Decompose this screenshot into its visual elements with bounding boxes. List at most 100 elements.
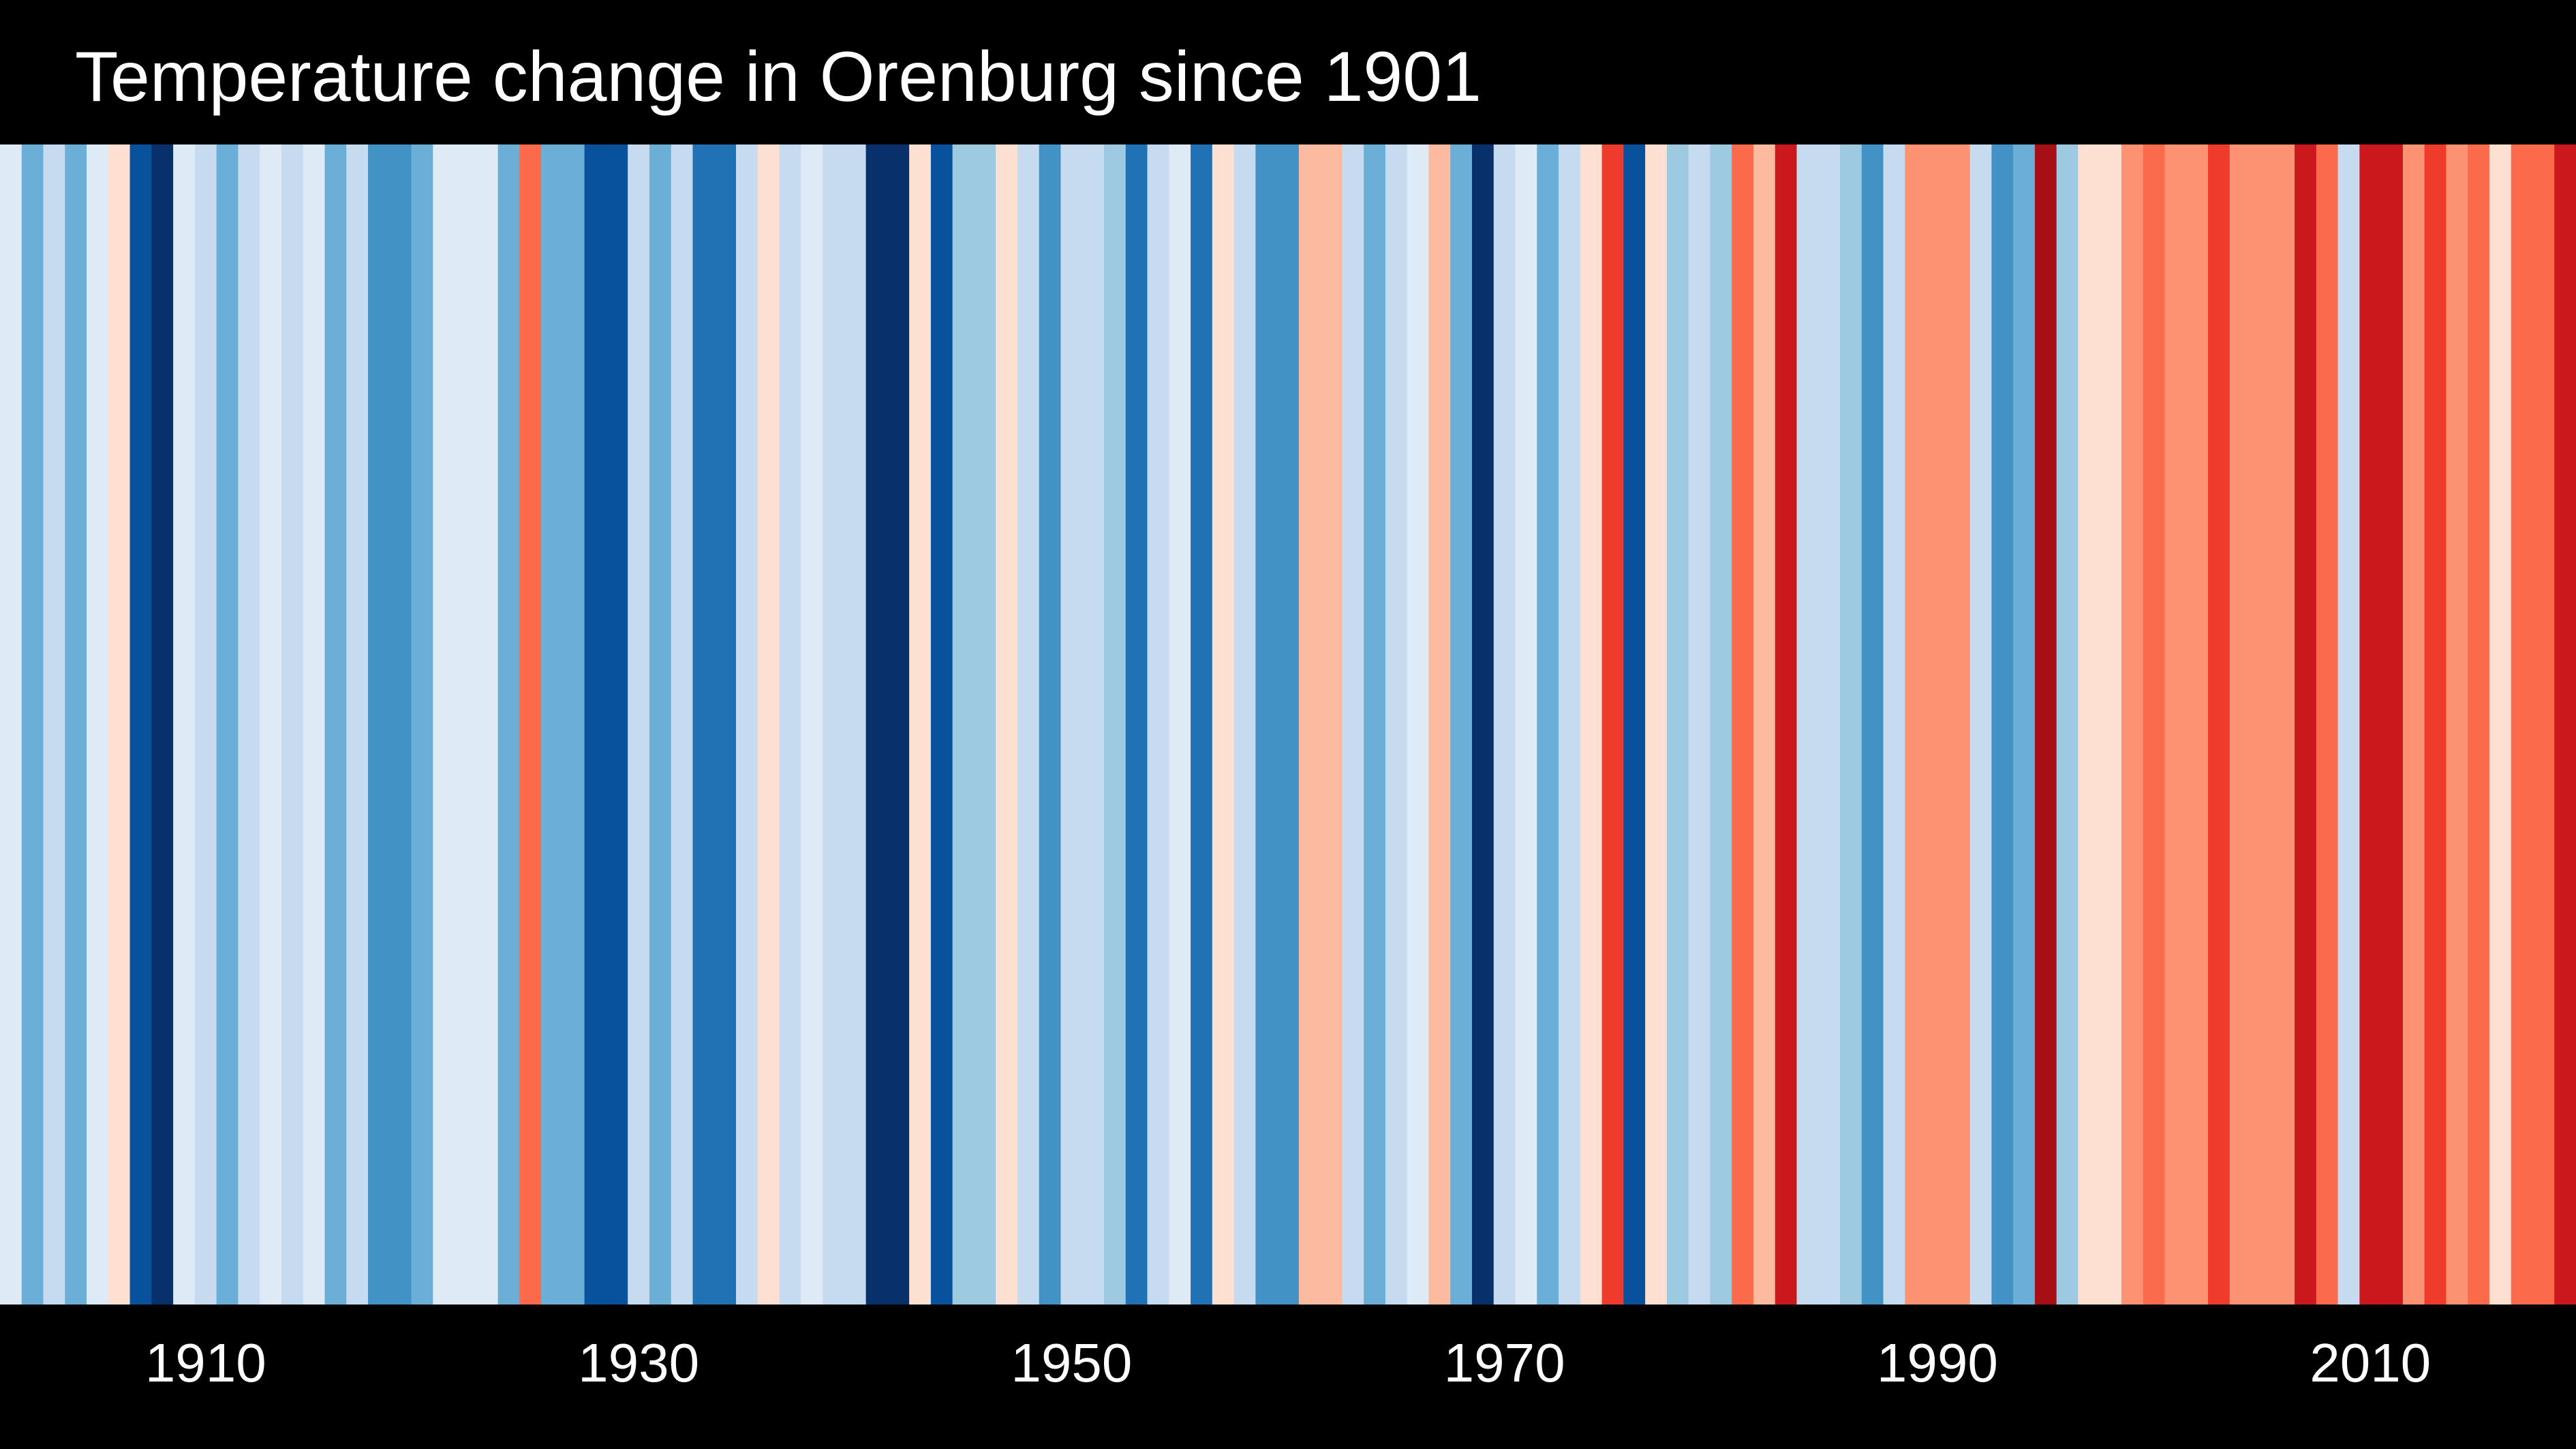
stripe-1978 [1666, 144, 1689, 1305]
stripe-2018 [2532, 144, 2555, 1305]
stripe-1909 [173, 144, 196, 1305]
stripe-1934 [714, 144, 737, 1305]
stripe-2016 [2489, 144, 2512, 1305]
stripe-1994 [2013, 144, 2036, 1305]
stripe-1967 [1428, 144, 1451, 1305]
stripe-1917 [346, 144, 369, 1305]
stripe-1971 [1515, 144, 1537, 1305]
stripe-1997 [2078, 144, 2100, 1305]
stripe-1904 [65, 144, 87, 1305]
stripe-1975 [1601, 144, 1624, 1305]
stripe-1948 [1017, 144, 1040, 1305]
stripe-2015 [2468, 144, 2490, 1305]
stripe-1977 [1645, 144, 1668, 1305]
stripe-1941 [865, 144, 888, 1305]
stripe-2012 [2402, 144, 2425, 1305]
stripe-1959 [1255, 144, 1278, 1305]
stripe-1925 [519, 144, 542, 1305]
stripe-1996 [2056, 144, 2079, 1305]
stripe-1988 [1883, 144, 1905, 1305]
stripe-1907 [129, 144, 152, 1305]
stripe-1932 [671, 144, 694, 1305]
stripe-1952 [1104, 144, 1126, 1305]
stripe-1939 [823, 144, 845, 1305]
stripe-1908 [151, 144, 174, 1305]
stripe-1915 [303, 144, 326, 1305]
stripe-1929 [606, 144, 628, 1305]
stripe-1945 [952, 144, 975, 1305]
x-tick-label: 1910 [144, 1332, 266, 1393]
stripe-1903 [43, 144, 65, 1305]
stripe-2007 [2295, 144, 2317, 1305]
stripe-1974 [1580, 144, 1603, 1305]
stripe-1901 [0, 144, 22, 1305]
stripe-1938 [801, 144, 823, 1305]
stripe-1905 [87, 144, 109, 1305]
stripe-1943 [909, 144, 932, 1305]
stripe-1946 [974, 144, 996, 1305]
stripe-1927 [562, 144, 585, 1305]
warming-stripes [0, 144, 2576, 1305]
stripe-1951 [1082, 144, 1105, 1305]
x-tick-label: 2010 [2310, 1332, 2432, 1393]
stripe-1933 [692, 144, 715, 1305]
stripe-1922 [455, 144, 477, 1305]
stripe-1923 [476, 144, 499, 1305]
stripe-1921 [433, 144, 455, 1305]
stripe-1995 [2034, 144, 2057, 1305]
stripe-1983 [1775, 144, 1798, 1305]
stripe-2014 [2446, 144, 2468, 1305]
stripe-2006 [2273, 144, 2295, 1305]
stripe-1924 [497, 144, 520, 1305]
stripe-1993 [1991, 144, 2014, 1305]
stripe-1980 [1710, 144, 1732, 1305]
stripe-1957 [1212, 144, 1235, 1305]
stripe-1906 [108, 144, 131, 1305]
stripe-1940 [844, 144, 867, 1305]
stripe-1944 [930, 144, 953, 1305]
stripe-2011 [2381, 144, 2404, 1305]
stripe-1930 [628, 144, 650, 1305]
stripe-1947 [996, 144, 1018, 1305]
stripe-1916 [324, 144, 347, 1305]
stripe-1987 [1861, 144, 1884, 1305]
stripe-1966 [1407, 144, 1430, 1305]
stripe-1913 [260, 144, 282, 1305]
stripe-1955 [1169, 144, 1191, 1305]
stripe-1950 [1060, 144, 1083, 1305]
stripe-1919 [389, 144, 412, 1305]
stripe-1928 [584, 144, 607, 1305]
stripe-1998 [2100, 144, 2122, 1305]
stripe-1984 [1796, 144, 1819, 1305]
stripe-2017 [2511, 144, 2534, 1305]
stripe-1920 [411, 144, 433, 1305]
stripe-2001 [2164, 144, 2187, 1305]
stripe-1979 [1688, 144, 1711, 1305]
stripe-2010 [2359, 144, 2382, 1305]
stripe-2002 [2186, 144, 2209, 1305]
stripe-2009 [2337, 144, 2360, 1305]
stripe-1989 [1905, 144, 1927, 1305]
stripe-1936 [757, 144, 780, 1305]
stripe-1990 [1927, 144, 1949, 1305]
stripe-1965 [1385, 144, 1408, 1305]
stripe-1963 [1342, 144, 1364, 1305]
x-tick-label: 1950 [1011, 1332, 1133, 1393]
stripe-1962 [1320, 144, 1343, 1305]
x-tick-label: 1990 [1876, 1332, 1998, 1393]
stripe-1937 [779, 144, 801, 1305]
stripe-1972 [1537, 144, 1559, 1305]
stripe-2019 [2554, 144, 2576, 1305]
stripe-1973 [1559, 144, 1581, 1305]
stripe-2008 [2316, 144, 2339, 1305]
stripe-2005 [2251, 144, 2273, 1305]
stripe-1985 [1818, 144, 1841, 1305]
stripe-1961 [1298, 144, 1321, 1305]
stripe-1991 [1948, 144, 1971, 1305]
stripe-1942 [887, 144, 910, 1305]
stripe-1986 [1840, 144, 1862, 1305]
stripe-1956 [1191, 144, 1213, 1305]
stripe-1958 [1233, 144, 1256, 1305]
stripe-1953 [1125, 144, 1148, 1305]
stripe-1964 [1364, 144, 1386, 1305]
